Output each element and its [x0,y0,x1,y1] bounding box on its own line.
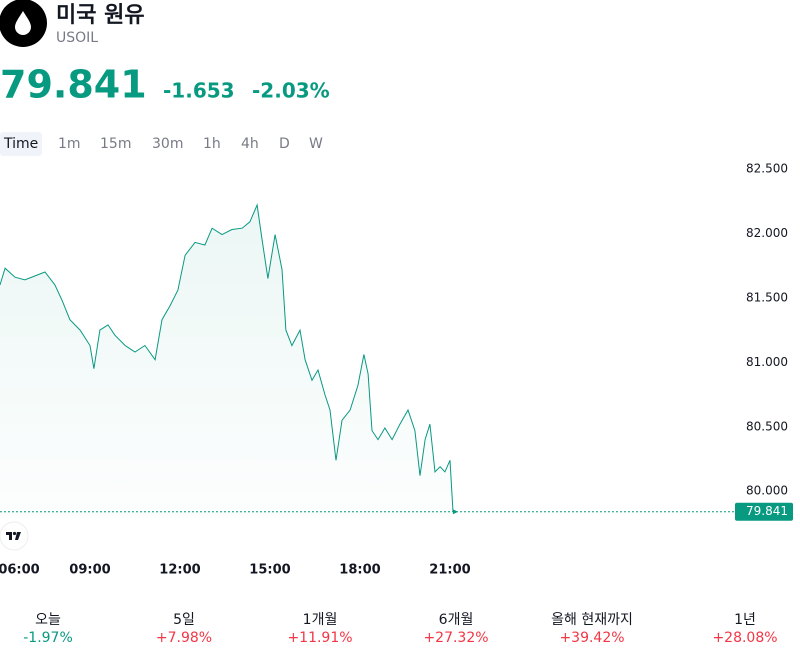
last-price-label: 79.841 [746,504,788,518]
y-tick-label: 80.000 [746,484,788,498]
period-label[interactable]: 1년 [734,612,756,628]
price: 79.841 [0,63,147,107]
tv-logo [0,521,29,551]
x-tick-label: 18:00 [339,563,380,578]
y-tick-label: 82.500 [746,161,788,175]
timeframe-selected [0,132,42,156]
y-tick-label: 81.000 [746,355,788,369]
symbol: USOIL [56,30,98,46]
timeframe[interactable]: 4h [241,136,259,152]
period-change[interactable]: +28.08% [712,630,777,646]
y-tick-label: 82.000 [746,226,788,240]
timeframe[interactable]: 15m [100,136,131,152]
period-change[interactable]: +27.32% [423,630,488,646]
timeframe[interactable]: D [279,136,290,152]
x-tick-label: 21:00 [429,563,470,578]
y-tick-label: 81.500 [746,290,788,304]
x-tick-label: 15:00 [249,563,290,578]
period-label[interactable]: 올해 현재까지 [551,612,633,628]
period-change[interactable]: +7.98% [156,630,212,646]
x-tick-label: 12:00 [159,563,200,578]
period-change[interactable]: +39.42% [559,630,624,646]
x-tick-label: 09:00 [69,563,110,578]
timeframe[interactable]: 1h [203,136,221,152]
period-label[interactable]: 1개월 [303,612,338,628]
last-point [453,509,458,515]
title: 미국 원유 [56,3,145,28]
area-fill [0,205,453,517]
change: -1.653 [163,79,235,103]
period-change[interactable]: -1.97% [23,630,73,646]
period-label[interactable]: 5일 [173,612,195,628]
last-price-box [735,502,793,521]
timeframe[interactable]: 1m [58,136,81,152]
x-tick-label: 06:00 [0,563,40,578]
timeframe[interactable]: 30m [152,136,183,152]
timeframe[interactable]: Time [3,136,38,152]
y-tick-label: 80.500 [746,419,788,433]
price-line [0,203,454,512]
timeframe[interactable]: W [309,136,323,152]
change-percent: -2.03% [252,79,330,103]
period-label[interactable]: 오늘 [35,612,61,628]
period-label[interactable]: 6개월 [439,612,474,628]
drop-icon [15,11,31,35]
period-change[interactable]: +11.91% [287,630,352,646]
